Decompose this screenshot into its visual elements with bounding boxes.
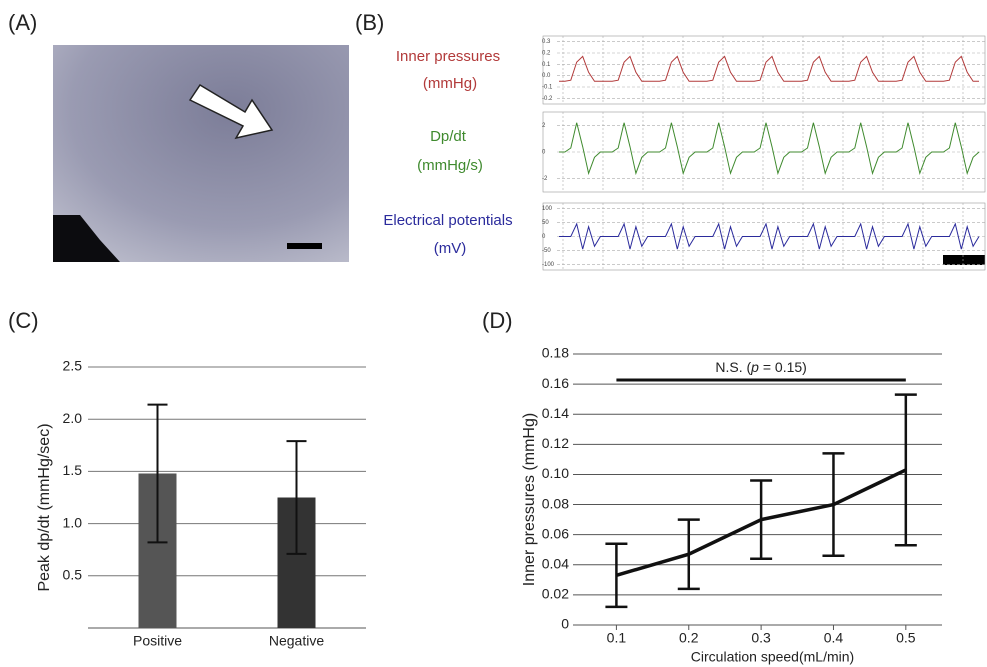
y-tick-label: 1.0: [63, 514, 83, 530]
y-tick-label: -50: [542, 248, 551, 254]
y-tick-label: 0.0: [542, 73, 551, 79]
y-axis-label: Peak dp/dt (mmHg/sec): [36, 423, 53, 591]
y-tick-label: 2.0: [63, 410, 83, 426]
trace-label: (mV): [434, 240, 467, 257]
x-axis-label: Circulation speed(mL/min): [691, 649, 854, 665]
panel-label: (A): [8, 10, 37, 35]
y-tick-label: -2: [542, 176, 548, 182]
x-tick-label: Negative: [269, 633, 324, 649]
y-tick-label: 2.5: [63, 358, 83, 374]
y-tick-label: 0.16: [542, 375, 569, 391]
error-bar: [822, 452, 845, 557]
trace-label: Dp/dt: [430, 128, 467, 145]
trace: [559, 122, 980, 176]
y-tick-label: 0.5: [63, 567, 83, 583]
micrograph: [53, 45, 349, 262]
x-tick-label: 0.5: [896, 630, 916, 646]
scale-bar: [943, 255, 985, 265]
x-tick-label: 0.4: [824, 630, 844, 646]
y-tick-label: 50: [542, 220, 549, 226]
panel-label: (B): [355, 10, 384, 35]
y-tick-label: 0: [542, 150, 546, 156]
panel-label: (C): [8, 308, 39, 333]
panel-label: (D): [482, 308, 513, 333]
y-tick-label: 0.04: [542, 555, 569, 571]
error-bar: [286, 440, 307, 555]
error-bar: [750, 479, 773, 561]
y-tick-label: 0.3: [542, 39, 551, 45]
annotation-part: p: [750, 359, 759, 375]
y-tick-label: 0.02: [542, 586, 569, 602]
x-tick-label: 0.3: [751, 630, 771, 646]
y-tick-label: 0.06: [542, 525, 569, 541]
y-tick-label: -0.2: [542, 96, 553, 102]
y-tick-label: 0: [542, 234, 546, 240]
y-tick-label: 2: [542, 123, 546, 129]
y-tick-label: -0.1: [542, 85, 553, 91]
trace-label: (mmHg): [423, 75, 477, 92]
x-tick-label: Positive: [133, 633, 182, 649]
y-tick-label: 0: [561, 616, 569, 632]
y-axis-label: Inner pressures (mmHg): [521, 413, 538, 586]
plot-frame: [542, 35, 986, 105]
trace-label: (mmHg/s): [417, 157, 483, 174]
trace: [559, 222, 980, 250]
y-tick-label: 0.12: [542, 435, 569, 451]
annotation-part: = 0.15): [759, 359, 807, 375]
y-tick-label: 0.1: [542, 62, 551, 68]
annotation-part: N.S. (: [715, 359, 751, 375]
annotation: N.S. (p = 0.15): [715, 359, 806, 375]
y-tick-label: 0.14: [542, 405, 569, 421]
y-tick-label: 0.08: [542, 495, 569, 511]
error-bar: [605, 542, 628, 609]
x-tick-label: 0.1: [607, 630, 627, 646]
trace: [559, 55, 979, 82]
y-tick-label: 0.10: [542, 465, 569, 481]
y-tick-label: 1.5: [63, 462, 83, 478]
y-tick-label: 0.2: [542, 51, 551, 57]
error-bar: [677, 518, 700, 591]
error-bar: [147, 403, 168, 544]
y-tick-label: 0.18: [542, 345, 569, 361]
trace-label: Inner pressures: [396, 48, 500, 65]
x-tick-label: 0.2: [679, 630, 699, 646]
y-tick-label: -100: [542, 262, 555, 268]
y-tick-label: 100: [542, 206, 553, 212]
trace-label: Electrical potentials: [383, 212, 512, 229]
error-bar: [894, 393, 917, 547]
